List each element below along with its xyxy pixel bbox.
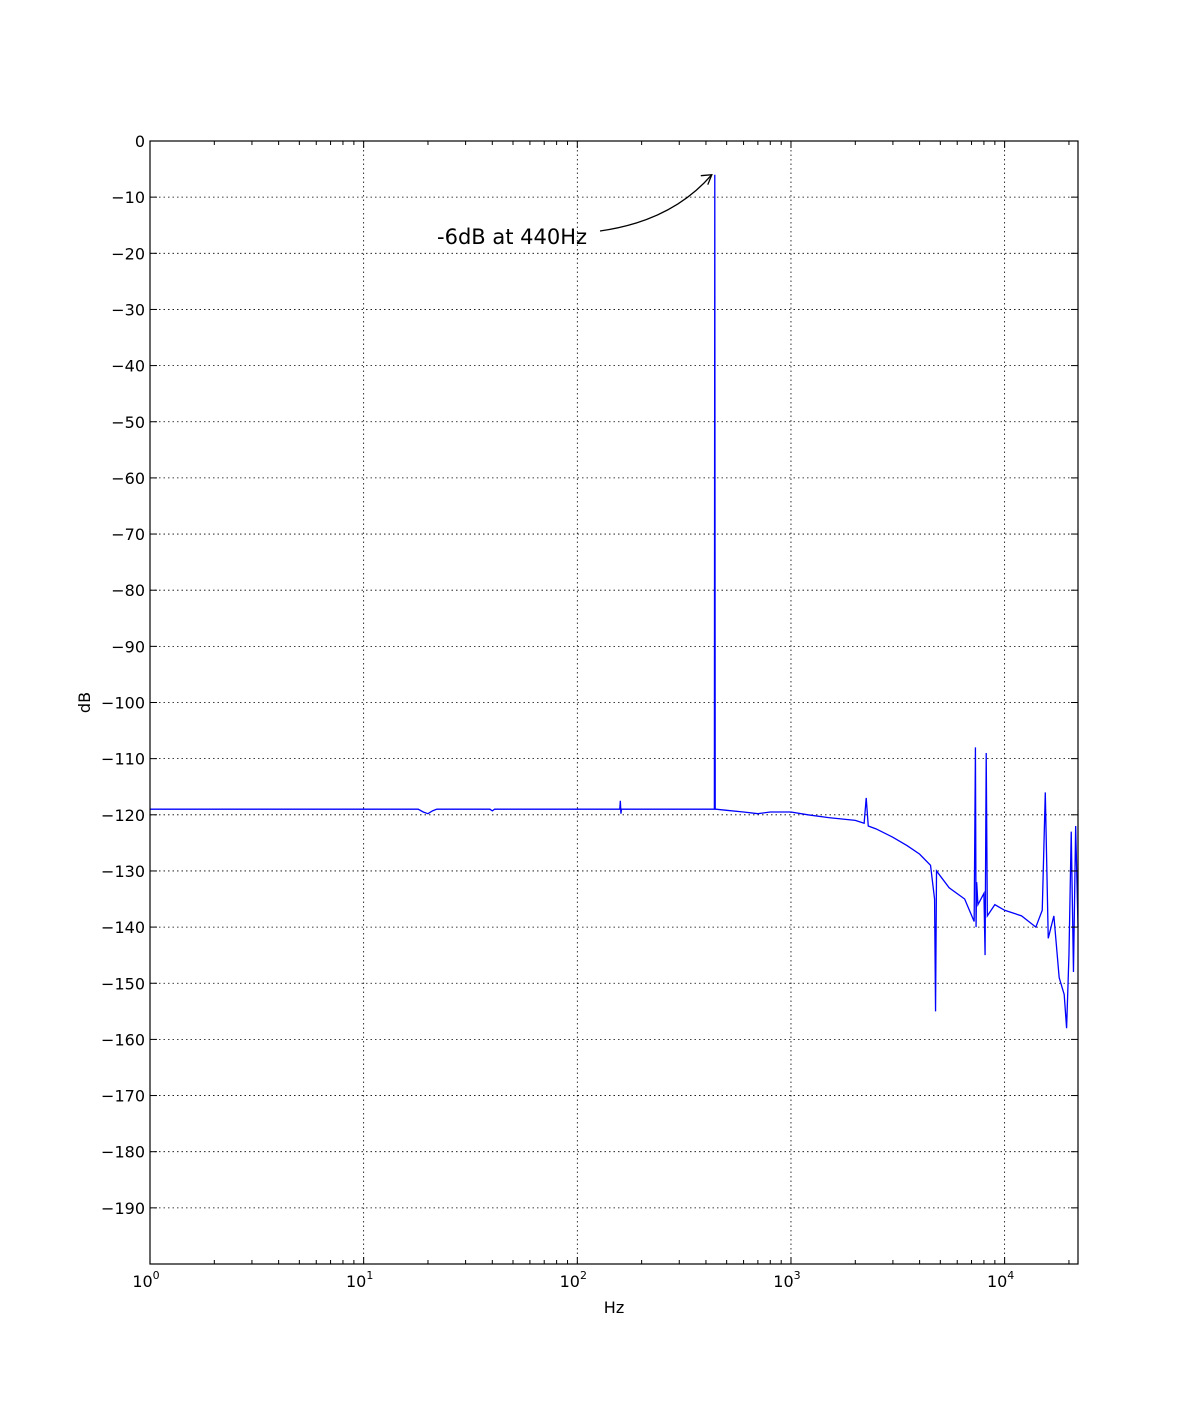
x-tick-base: 10: [560, 1272, 580, 1291]
y-tick-label: −80: [111, 581, 145, 600]
series-line: [150, 174, 1079, 1029]
x-tick-label: 104: [987, 1269, 1014, 1291]
x-tick-label: 102: [560, 1269, 587, 1291]
y-tick-label: 0: [135, 132, 145, 151]
y-tick-label: −190: [101, 1199, 145, 1218]
x-tick-exponent: 0: [153, 1269, 160, 1282]
y-tick-label: −180: [101, 1143, 145, 1162]
y-tick-label: −10: [111, 188, 145, 207]
x-tick-label: 101: [346, 1269, 373, 1291]
x-tick-label: 103: [773, 1269, 800, 1291]
y-tick-label: −100: [101, 694, 145, 713]
x-tick-exponent: 3: [794, 1269, 801, 1282]
x-tick-exponent: 4: [1007, 1269, 1014, 1282]
y-tick-label: −90: [111, 637, 145, 656]
series-layer: [150, 174, 1079, 1029]
y-tick-label: −30: [111, 300, 145, 319]
y-tick-label: −140: [101, 918, 145, 937]
x-tick-label: 100: [132, 1269, 159, 1291]
x-tick-base: 10: [132, 1272, 152, 1291]
x-axis-label: Hz: [604, 1298, 624, 1317]
axes-layer: [149, 140, 1079, 1265]
x-tick-base: 10: [987, 1272, 1007, 1291]
y-tick-label: −50: [111, 413, 145, 432]
y-tick-label: −150: [101, 974, 145, 993]
y-tick-label: −70: [111, 525, 145, 544]
x-tick-base: 10: [773, 1272, 793, 1291]
y-tick-label: −110: [101, 750, 145, 769]
x-tick-exponent: 2: [580, 1269, 587, 1282]
annotation-arrowhead: [700, 173, 713, 185]
y-tick-label: −60: [111, 469, 145, 488]
y-tick-label: −120: [101, 806, 145, 825]
y-tick-label: −40: [111, 357, 145, 376]
annotation-layer: -6dB at 440Hz: [437, 173, 713, 249]
y-tick-label: −160: [101, 1030, 145, 1049]
x-tick-base: 10: [346, 1272, 366, 1291]
tick-labels: 0 −10 −20 −30 −40 −50 −60 −70 −80 −90 −100 −110 −120…: [101, 132, 1014, 1291]
y-tick-label: −170: [101, 1087, 145, 1106]
y-axis-label: dB: [75, 692, 94, 713]
y-tick-label: −130: [101, 862, 145, 881]
x-tick-exponent: 1: [366, 1269, 373, 1282]
grid-layer: [150, 141, 1078, 1264]
annotation-arrow: [599, 174, 713, 232]
annotation-label: -6dB at 440Hz: [437, 225, 587, 249]
y-tick-label: −20: [111, 244, 145, 263]
plot-frame: [149, 140, 1079, 1265]
